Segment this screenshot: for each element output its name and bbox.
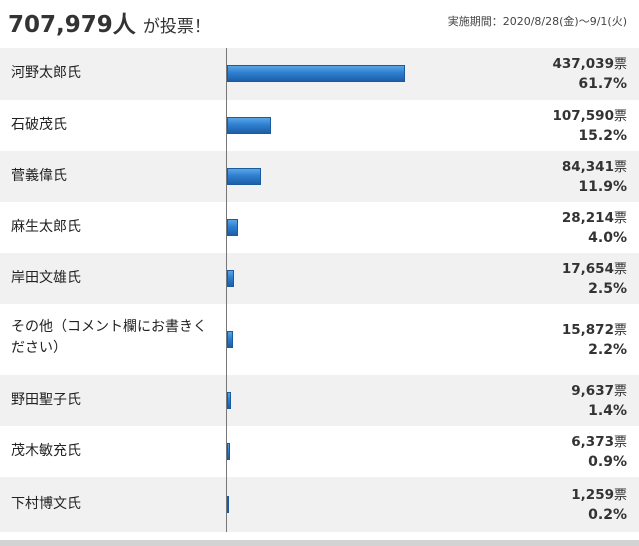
vote-count: 6,373票 bbox=[571, 431, 627, 450]
vote-unit: 票 bbox=[613, 109, 627, 124]
vote-bar bbox=[227, 270, 234, 287]
candidate-name: 下村博文氏 bbox=[11, 496, 81, 512]
result-row: 麻生太郎氏 28,214票 4.0% bbox=[0, 202, 639, 253]
vote-percent: 2.2% bbox=[588, 342, 627, 358]
vote-bar bbox=[227, 331, 233, 348]
vote-count-value: 9,637 bbox=[571, 383, 614, 399]
total-votes-suffix: が投票！ bbox=[142, 17, 211, 37]
vote-percent: 15.2% bbox=[578, 128, 627, 144]
vote-bar bbox=[227, 496, 229, 513]
vote-bar bbox=[227, 65, 405, 82]
vote-unit: 票 bbox=[613, 488, 627, 503]
vote-unit: 票 bbox=[613, 211, 627, 226]
candidate-name: 菅義偉氏 bbox=[11, 168, 67, 184]
vote-percent: 0.9% bbox=[588, 454, 627, 470]
vote-percent: 0.2% bbox=[588, 507, 627, 523]
vote-count: 437,039票 bbox=[552, 53, 627, 72]
vote-percent: 11.9% bbox=[578, 179, 627, 195]
results-chart: 河野太郎氏 437,039票 61.7% 石破茂氏 107,590票 15.2% 菅義偉氏 8… bbox=[0, 48, 639, 532]
total-votes: 707,979人 が投票！ bbox=[8, 5, 211, 39]
vote-percent: 61.7% bbox=[578, 76, 627, 92]
vote-unit: 票 bbox=[613, 262, 627, 277]
vote-percent: 4.0% bbox=[588, 230, 627, 246]
vote-bar bbox=[227, 443, 230, 460]
candidate-name: その他（コメント欄にお書きください） bbox=[11, 319, 207, 356]
chart-axis bbox=[226, 48, 227, 532]
vote-count-value: 15,872 bbox=[561, 322, 614, 338]
poll-header: 707,979人 が投票！ 実施期間：2020/8/28(金)〜9/1(火) bbox=[0, 0, 639, 40]
total-votes-count: 707,979人 bbox=[8, 12, 136, 38]
vote-percent: 1.4% bbox=[588, 403, 627, 419]
vote-percent: 2.5% bbox=[588, 281, 627, 297]
vote-bar bbox=[227, 392, 231, 409]
vote-count: 17,654票 bbox=[562, 258, 627, 277]
vote-unit: 票 bbox=[613, 435, 627, 450]
vote-count-value: 1,259 bbox=[571, 487, 614, 503]
candidate-name: 岸田文雄氏 bbox=[11, 270, 81, 286]
bottom-divider bbox=[0, 540, 639, 546]
vote-count: 1,259票 bbox=[571, 484, 627, 503]
candidate-name: 麻生太郎氏 bbox=[11, 219, 81, 235]
candidate-name: 野田聖子氏 bbox=[11, 392, 81, 408]
vote-count: 84,341票 bbox=[562, 156, 627, 175]
vote-bar bbox=[227, 168, 261, 185]
vote-count-value: 17,654 bbox=[561, 261, 614, 277]
vote-unit: 票 bbox=[613, 57, 627, 72]
result-row: 岸田文雄氏 17,654票 2.5% bbox=[0, 253, 639, 304]
result-row: 菅義偉氏 84,341票 11.9% bbox=[0, 151, 639, 202]
result-row: 茂木敏充氏 6,373票 0.9% bbox=[0, 426, 639, 477]
vote-bar bbox=[227, 219, 238, 236]
candidate-name: 河野太郎氏 bbox=[11, 65, 81, 81]
vote-count: 9,637票 bbox=[571, 380, 627, 399]
result-row: 下村博文氏 1,259票 0.2% bbox=[0, 477, 639, 532]
vote-count-value: 84,341 bbox=[561, 159, 614, 175]
vote-count-value: 437,039 bbox=[552, 56, 614, 72]
vote-bar bbox=[227, 117, 271, 134]
candidate-name: 石破茂氏 bbox=[11, 117, 67, 133]
result-row: 河野太郎氏 437,039票 61.7% bbox=[0, 48, 639, 100]
vote-count-value: 28,214 bbox=[561, 210, 614, 226]
vote-unit: 票 bbox=[613, 160, 627, 175]
poll-period: 実施期間：2020/8/28(金)〜9/1(火) bbox=[447, 15, 627, 28]
vote-count-value: 107,590 bbox=[552, 108, 614, 124]
vote-count: 107,590票 bbox=[552, 105, 627, 124]
vote-unit: 票 bbox=[613, 323, 627, 338]
vote-unit: 票 bbox=[613, 384, 627, 399]
result-row: 野田聖子氏 9,637票 1.4% bbox=[0, 375, 639, 426]
result-row: その他（コメント欄にお書きください） 15,872票 2.2% bbox=[0, 304, 639, 375]
vote-count: 15,872票 bbox=[562, 319, 627, 338]
vote-count: 28,214票 bbox=[562, 207, 627, 226]
vote-count-value: 6,373 bbox=[571, 434, 614, 450]
candidate-name: 茂木敏充氏 bbox=[11, 443, 81, 459]
result-row: 石破茂氏 107,590票 15.2% bbox=[0, 100, 639, 151]
